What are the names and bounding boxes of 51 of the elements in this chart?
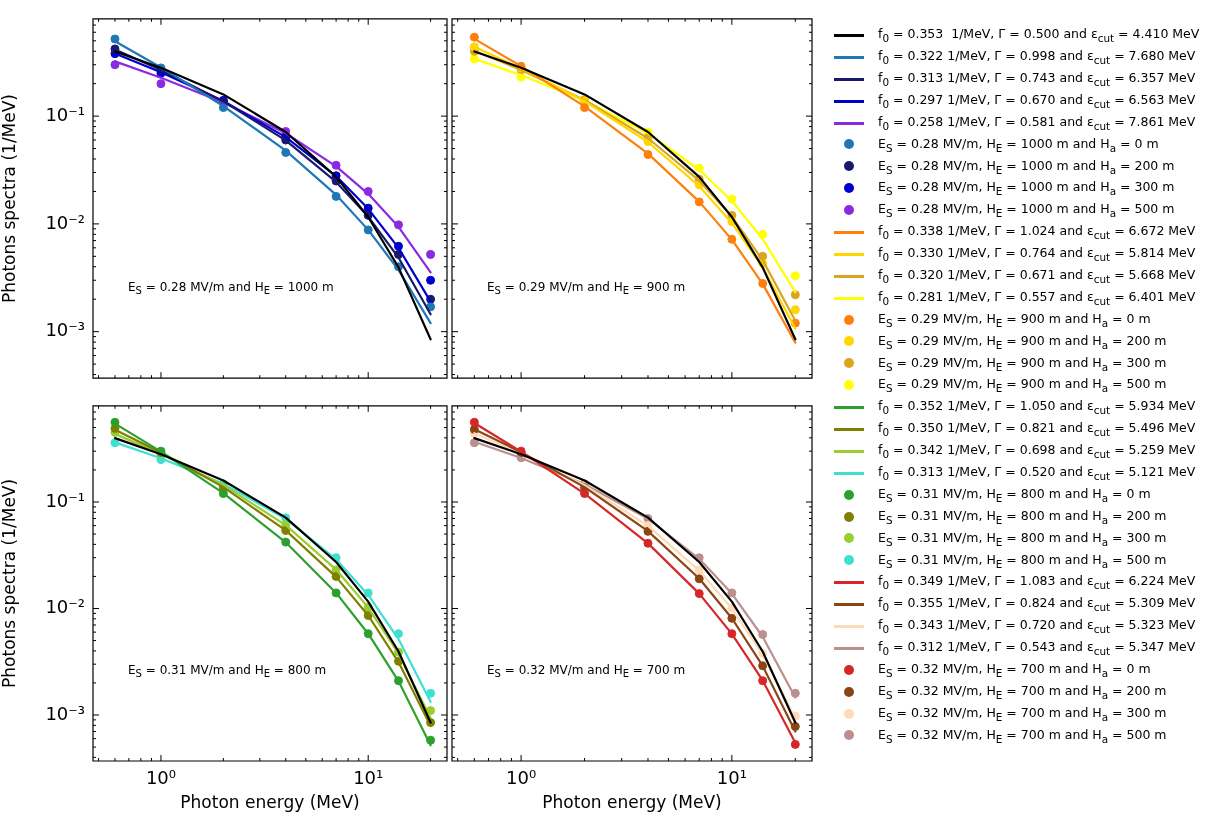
legend-label: E$_{S}$ = 0.29 MV/m, H$_{E}$ = 900 m and H$_{a}$ = 0 m (878, 310, 1151, 329)
annotation: E$_{S}$ = 0.29 MV/m and H$_{E}$ = 900 m (487, 280, 686, 297)
legend-label: f$_{0}$ = 0.297 1/MeV, Γ = 0.670 and ε$_{cut}$ = 6.563 MeV (878, 91, 1196, 110)
legend-label: E$_{S}$ = 0.32 MV/m, H$_{E}$ = 700 m and H$_{a}$ = 0 m (878, 661, 1151, 679)
legend-label: f$_{0}$ = 0.355 1/MeV, Γ = 0.824 and ε$_{cut}$ = 5.309 MeV (878, 595, 1196, 613)
legend-label: f$_{0}$ = 0.330 1/MeV, Γ = 0.764 and ε$_{cut}$ = 5.814 MeV (878, 245, 1196, 263)
annotation: E$_{S}$ = 0.31 MV/m and H$_{E}$ = 800 m (128, 663, 327, 680)
x-tick-label: 10⁰ (506, 767, 537, 789)
legend-label: E$_{S}$ = 0.29 MV/m, H$_{E}$ = 900 m and H$_{a}$ = 500 m (878, 376, 1167, 394)
legend-label: f$_{0}$ = 0.343 1/MeV, Γ = 0.720 and ε$_{cut}$ = 5.323 MeV (878, 617, 1196, 635)
x-axis-title: Photon energy (MeV) (542, 792, 722, 813)
y-axis-title: Photons spectra (1/MeV) (0, 93, 19, 304)
legend-label: E$_{S}$ = 0.32 MV/m, H$_{E}$ = 700 m and H$_{a}$ = 300 m (878, 704, 1167, 723)
y-tick-label: 10⁻¹ (45, 103, 85, 125)
legend-label: f$_{0}$ = 0.342 1/MeV, Γ = 0.698 and ε$_{cut}$ = 5.259 MeV (878, 442, 1196, 460)
x-axis-title: Photon energy (MeV) (180, 792, 360, 813)
legend-label: E$_{S}$ = 0.28 MV/m, H$_{E}$ = 1000 m and H$_{a}$ = 500 m (878, 201, 1175, 219)
legend-label: E$_{S}$ = 0.28 MV/m, H$_{E}$ = 1000 m and H$_{a}$ = 0 m (878, 135, 1159, 154)
legend-label: E$_{S}$ = 0.32 MV/m, H$_{E}$ = 700 m and H$_{a}$ = 200 m (878, 682, 1167, 701)
legend-label: f$_{0}$ = 0.258 1/MeV, Γ = 0.581 and ε$_{cut}$ = 7.861 MeV (878, 113, 1196, 132)
y-tick-label: 10⁻² (45, 596, 85, 618)
legend-label: E$_{S}$ = 0.28 MV/m, H$_{E}$ = 1000 m and H$_{a}$ = 300 m (878, 179, 1175, 197)
legend-label: f$_{0}$ = 0.338 1/MeV, Γ = 1.024 and ε$_{cut}$ = 6.672 MeV (878, 223, 1196, 241)
annotation: E$_{S}$ = 0.32 MV/m and H$_{E}$ = 700 m (487, 663, 686, 680)
legend-label: E$_{S}$ = 0.31 MV/m, H$_{E}$ = 800 m and H$_{a}$ = 300 m (878, 529, 1167, 548)
y-tick-label: 10⁻² (45, 211, 85, 233)
y-tick-label: 10⁻¹ (45, 489, 85, 511)
legend-label: E$_{S}$ = 0.29 MV/m, H$_{E}$ = 900 m and H$_{a}$ = 300 m (878, 354, 1167, 373)
x-tick-label: 10¹ (716, 767, 747, 789)
x-tick-label: 10⁰ (145, 767, 177, 789)
legend-label: f$_{0}$ = 0.322 1/MeV, Γ = 0.998 and ε$_{cut}$ = 7.680 MeV (878, 48, 1196, 66)
legend-label: f$_{0}$ = 0.281 1/MeV, Γ = 0.557 and ε$_{cut}$ = 6.401 MeV (878, 288, 1196, 307)
legend-label: E$_{S}$ = 0.31 MV/m, H$_{E}$ = 800 m and H$_{a}$ = 0 m (878, 485, 1151, 504)
x-tick-label: 10¹ (353, 767, 384, 789)
annotation: E$_{S}$ = 0.28 MV/m and H$_{E}$ = 1000 m (128, 280, 334, 297)
legend-label: f$_{0}$ = 0.313 1/MeV, Γ = 0.743 and ε$_{cut}$ = 6.357 MeV (878, 69, 1196, 88)
legend-label: f$_{0}$ = 0.350 1/MeV, Γ = 0.821 and ε$_{cut}$ = 5.496 MeV (878, 420, 1196, 438)
legend-label: E$_{S}$ = 0.31 MV/m, H$_{E}$ = 800 m and H$_{a}$ = 200 m (878, 507, 1167, 526)
legend-label: f$_{0}$ = 0.320 1/MeV, Γ = 0.671 and ε$_{cut}$ = 5.668 MeV (878, 266, 1196, 285)
y-tick-label: 10⁻³ (45, 702, 85, 724)
y-tick-label: 10⁻³ (45, 319, 85, 341)
legend-label: E$_{S}$ = 0.29 MV/m, H$_{E}$ = 900 m and H$_{a}$ = 200 m (878, 332, 1167, 351)
legend-label: E$_{S}$ = 0.31 MV/m, H$_{E}$ = 800 m and H$_{a}$ = 500 m (878, 551, 1167, 570)
y-axis-title: Photons spectra (1/MeV) (0, 478, 19, 688)
legend-label: f$_{0}$ = 0.353 1/MeV, Γ = 0.500 and ε$_{cut}$ = 4.410 MeV (878, 26, 1200, 44)
legend-label: f$_{0}$ = 0.312 1/MeV, Γ = 0.543 and ε$_{cut}$ = 5.347 MeV (878, 639, 1196, 657)
legend-label: f$_{0}$ = 0.349 1/MeV, Γ = 1.083 and ε$_{cut}$ = 6.224 MeV (878, 573, 1196, 591)
legend-label: E$_{S}$ = 0.32 MV/m, H$_{E}$ = 700 m and H$_{a}$ = 500 m (878, 726, 1167, 745)
legend-label: E$_{S}$ = 0.28 MV/m, H$_{E}$ = 1000 m and H$_{a}$ = 200 m (878, 157, 1175, 176)
legend-label: f$_{0}$ = 0.352 1/MeV, Γ = 1.050 and ε$_{cut}$ = 5.934 MeV (878, 398, 1196, 416)
legend-label: f$_{0}$ = 0.313 1/MeV, Γ = 0.520 and ε$_{cut}$ = 5.121 MeV (878, 464, 1196, 482)
